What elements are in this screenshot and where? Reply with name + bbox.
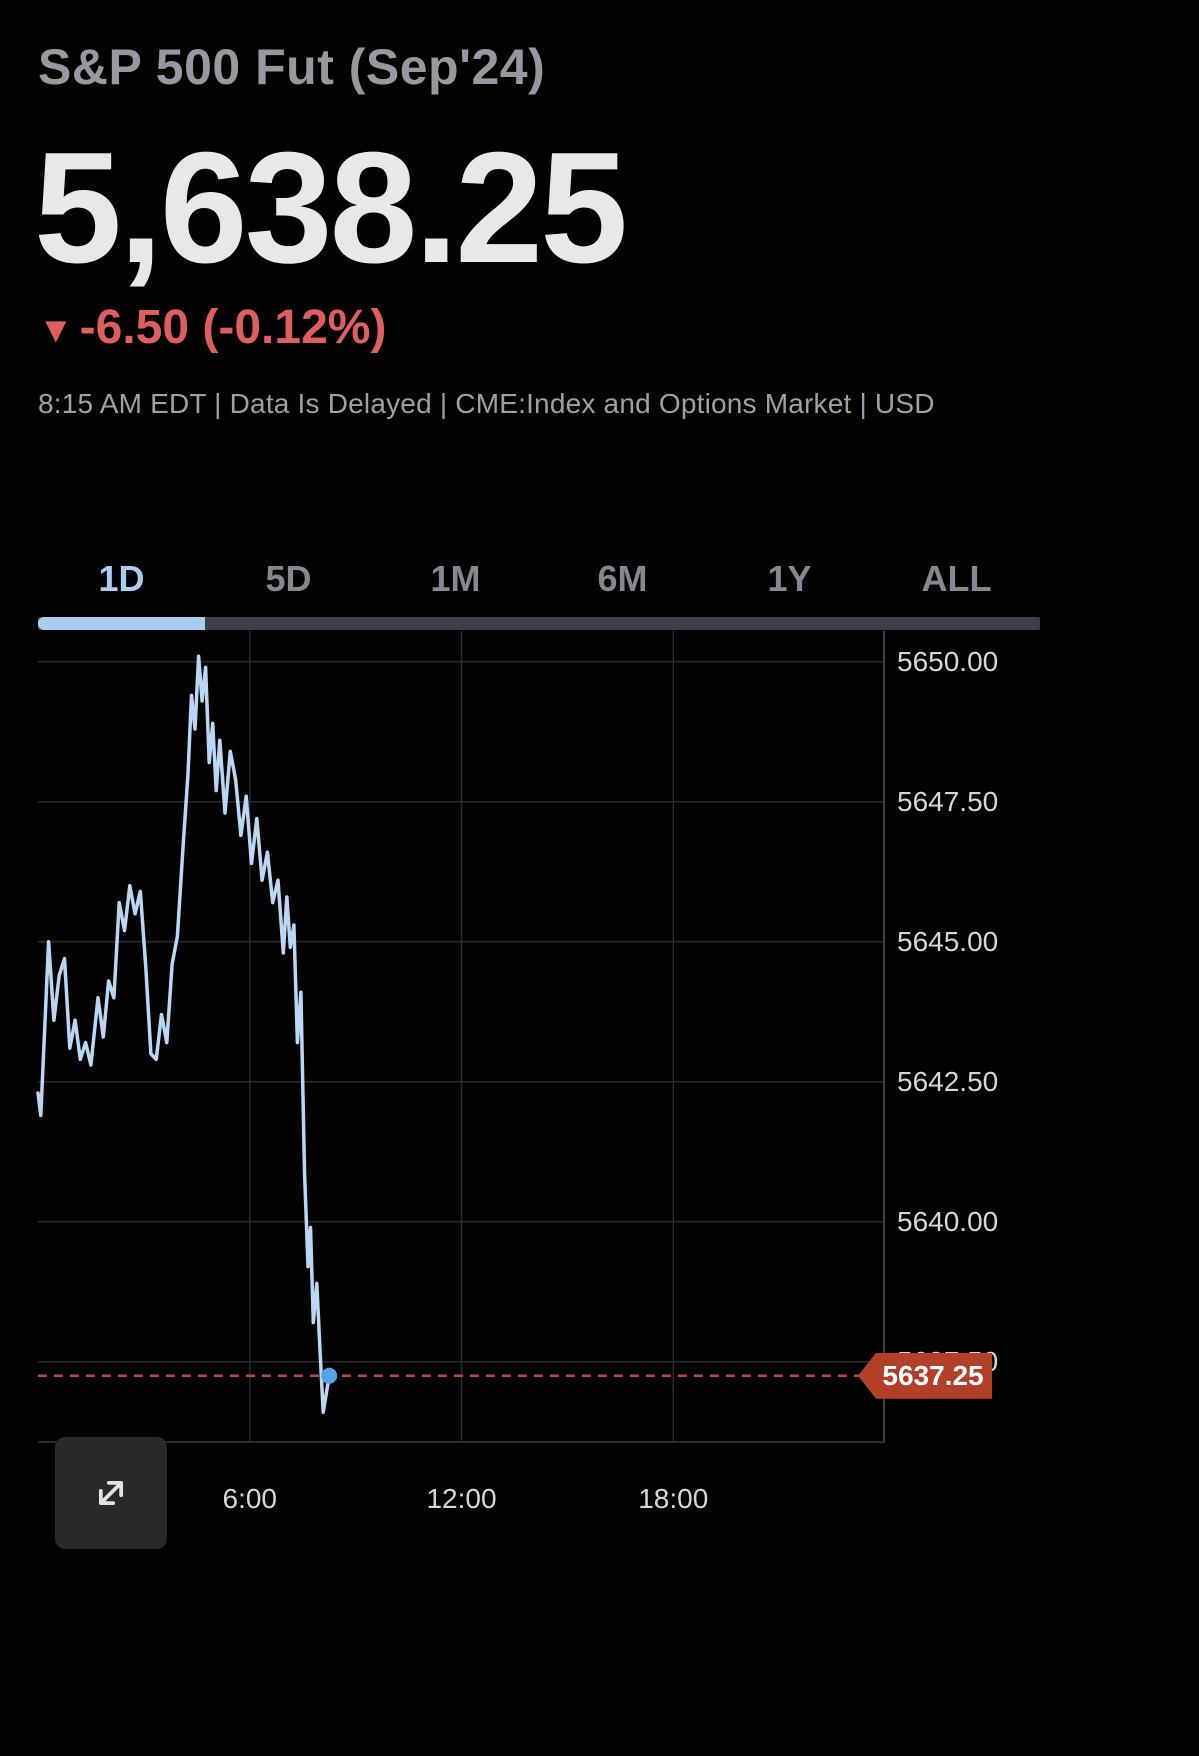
y-tick-label: 5647.50 bbox=[897, 785, 999, 817]
x-tick-label: 6:00 bbox=[222, 1483, 278, 1514]
price-line-chart bbox=[36, 631, 885, 1443]
price-line bbox=[36, 654, 331, 1414]
last-price-dot bbox=[321, 1367, 338, 1384]
last-price-badge: 5637.25 bbox=[858, 1352, 992, 1399]
last-price: 5,638.25 bbox=[34, 120, 628, 296]
y-axis-labels: 5650.005647.505645.005642.505640.005637.… bbox=[897, 631, 1057, 1443]
price-chart[interactable] bbox=[36, 631, 885, 1443]
page-title: S&P 500 Fut (Sep'24) bbox=[38, 39, 546, 95]
tab-6m[interactable]: 6M bbox=[539, 556, 706, 602]
y-tick-label: 5650.00 bbox=[897, 645, 999, 677]
price-change: ▼ -6.50 (-0.12%) bbox=[38, 300, 386, 355]
expand-arrows-icon bbox=[98, 1480, 124, 1506]
down-arrow-icon: ▼ bbox=[38, 308, 74, 350]
y-tick-label: 5645.00 bbox=[897, 925, 999, 957]
last-price-badge-text: 5637.25 bbox=[882, 1359, 984, 1391]
y-tick-label: 5642.50 bbox=[897, 1065, 999, 1097]
x-tick-label: 18:00 bbox=[638, 1483, 709, 1514]
range-scrollbar[interactable] bbox=[38, 617, 1040, 630]
y-tick-label: 5640.00 bbox=[897, 1205, 999, 1237]
x-tick-label: 12:00 bbox=[426, 1483, 497, 1514]
range-scrollbar-active-segment bbox=[38, 617, 206, 630]
tab-1m[interactable]: 1M bbox=[372, 556, 539, 602]
expand-chart-button[interactable] bbox=[55, 1437, 167, 1549]
price-change-text: -6.50 (-0.12%) bbox=[79, 301, 387, 354]
tab-all[interactable]: ALL bbox=[873, 556, 1040, 602]
tab-5d[interactable]: 5D bbox=[205, 556, 372, 602]
x-axis-labels: 6:00 12:00 18:00 bbox=[38, 1483, 885, 1523]
range-tabs: 1D 5D 1M 6M 1Y ALL bbox=[38, 556, 1040, 602]
quote-meta: 8:15 AM EDT | Data Is Delayed | CME:Inde… bbox=[38, 388, 935, 419]
tab-1y[interactable]: 1Y bbox=[706, 556, 873, 602]
tab-1d[interactable]: 1D bbox=[38, 556, 205, 602]
